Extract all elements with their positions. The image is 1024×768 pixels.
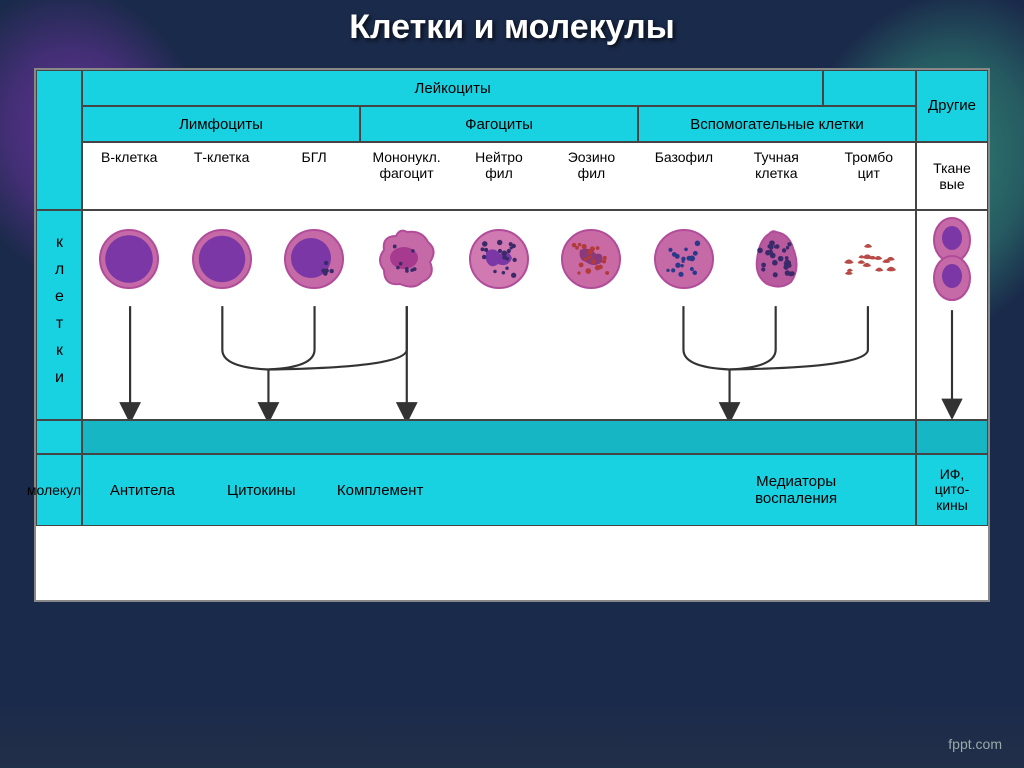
cell-label-4: Нейтро фил xyxy=(453,143,545,209)
hier-others: Другие xyxy=(916,70,988,142)
hier-auxiliary: Вспомогательные клетки xyxy=(638,106,916,142)
side-label-molecules: молекулы xyxy=(36,454,82,526)
mid-strip xyxy=(82,420,916,454)
cell-label-8: Тромбо цит xyxy=(823,143,915,209)
molecule-label-1: Цитокины xyxy=(202,455,321,525)
mid-strip-right xyxy=(916,420,988,454)
cell-label-7: Тучная клетка xyxy=(730,143,822,209)
molecules-row: АнтителаЦитокиныКомплемент Медиаторы восп… xyxy=(82,454,916,526)
side-label-cells: клетки xyxy=(36,210,82,420)
hier-blank-right xyxy=(823,70,916,106)
right-arrow-svg xyxy=(917,211,987,419)
right-cell-label: Ткане вые xyxy=(916,142,988,210)
hier-row-2: Лимфоциты Фагоциты Вспомогательные клетк… xyxy=(82,106,916,142)
cell-label-0: В-клетка xyxy=(83,143,175,209)
side-label-cells-text: клетки xyxy=(50,234,68,396)
diagram-container: Лейкоциты Другие Лимфоциты Фагоциты Вспо… xyxy=(34,68,990,602)
cell-label-6: Базофил xyxy=(638,143,730,209)
cell-label-1: Т-клетка xyxy=(175,143,267,209)
side-blank-5 xyxy=(36,420,82,454)
cells-area xyxy=(82,210,916,420)
page-title: Клетки и молекулы xyxy=(0,8,1024,47)
footer-credit: fppt.com xyxy=(948,736,1002,752)
cell-label-3: Мононукл. фагоцит xyxy=(360,143,452,209)
hier-leukocytes: Лейкоциты xyxy=(82,70,823,106)
hier-row-1: Лейкоциты xyxy=(82,70,916,106)
molecule-label-0: Антитела xyxy=(83,455,202,525)
right-molecule: ИФ, цито- кины xyxy=(916,454,988,526)
slide-bottom-gradient xyxy=(0,698,1024,768)
molecule-label-3 xyxy=(440,455,678,525)
hier-phagocytes: Фагоциты xyxy=(360,106,638,142)
arrows-svg xyxy=(83,211,915,419)
side-label-top xyxy=(36,70,82,210)
hier-lymphocytes: Лимфоциты xyxy=(82,106,360,142)
molecule-label-4: Медиаторы воспаления xyxy=(677,455,915,525)
cell-labels-row: В-клеткаТ-клеткаБГЛМононукл. фагоцитНейт… xyxy=(82,142,916,210)
molecule-label-2: Комплемент xyxy=(321,455,440,525)
cell-label-2: БГЛ xyxy=(268,143,360,209)
diagram-table: Лейкоциты Другие Лимфоциты Фагоциты Вспо… xyxy=(36,70,988,600)
cell-label-5: Эозино фил xyxy=(545,143,637,209)
right-cells-area xyxy=(916,210,988,420)
